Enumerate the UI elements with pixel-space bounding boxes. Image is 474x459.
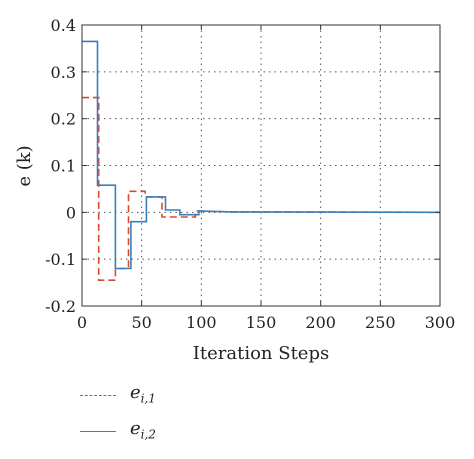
x-tick-label: 250 <box>365 313 396 332</box>
y-tick-label: 0.3 <box>51 63 76 82</box>
x-tick-label: 50 <box>131 313 151 332</box>
x-tick-label: 300 <box>425 313 456 332</box>
y-tick-label: 0 <box>66 203 76 222</box>
legend-swatch-e-i1 <box>80 395 116 396</box>
x-tick-label: 200 <box>305 313 336 332</box>
legend-label-e-i2: ei,2 <box>130 418 156 442</box>
legend-swatch-e-i2 <box>80 431 116 432</box>
series-line-1 <box>82 96 441 282</box>
x-axis-title: Iteration Steps <box>193 343 329 364</box>
grid <box>82 25 440 306</box>
y-tick-label: 0.1 <box>51 157 76 176</box>
legend-entry-e-i2: ei,2 <box>80 418 280 444</box>
x-tick-label: 100 <box>186 313 217 332</box>
x-tick-label: 150 <box>246 313 277 332</box>
y-tick-label: -0.1 <box>45 250 76 269</box>
legend-entry-e-i1: ei,1 <box>80 382 280 408</box>
y-tick-label: 0.4 <box>51 16 76 35</box>
ticks: 0 50 100 150 200 250 300 -0.2 -0.1 0 0.1 0.2 0.3 0.4 <box>45 16 455 332</box>
y-axis-title: e (k) <box>14 145 35 186</box>
x-tick-label: 0 <box>77 313 87 332</box>
chart: 0 50 100 150 200 250 300-0.2-0.100.10.20.30.4 … <box>14 16 455 364</box>
series-line-2 <box>82 40 441 270</box>
legend-label-e-i1: ei,1 <box>130 382 156 406</box>
y-tick-label: -0.2 <box>45 297 76 316</box>
legend: ei,1 ei,2 <box>80 370 380 450</box>
series-layer <box>82 40 441 282</box>
y-tick-label: 0.2 <box>51 110 76 129</box>
plot-frame <box>81 24 441 307</box>
